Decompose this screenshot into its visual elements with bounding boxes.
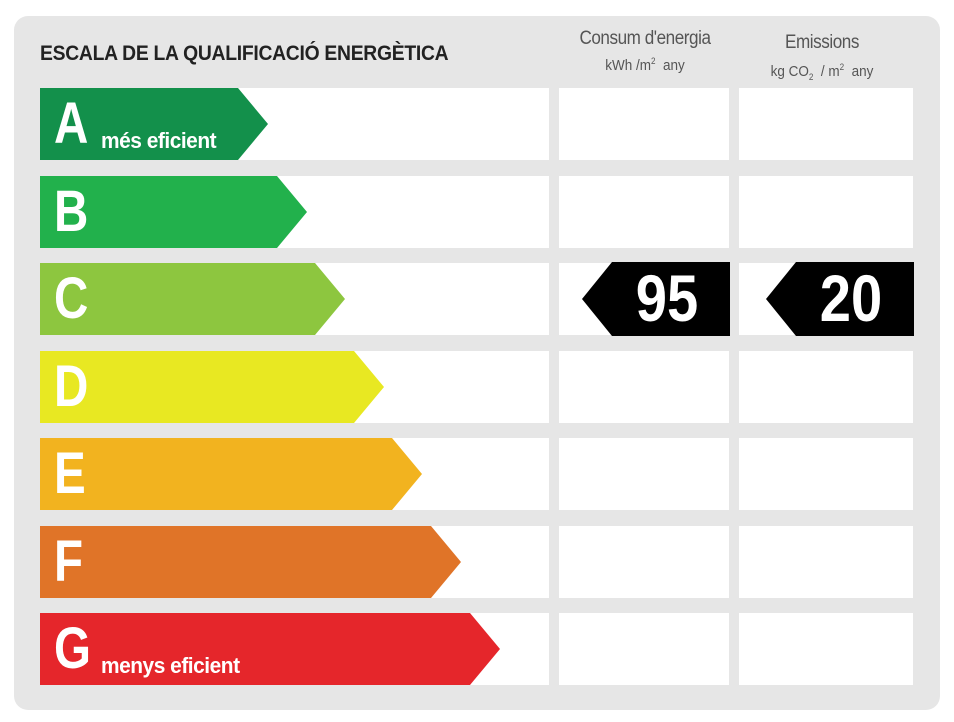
consumption-value: 95: [635, 261, 699, 335]
emissions-marker: [766, 262, 914, 336]
rating-letter-g: G: [54, 616, 92, 681]
emissions-value: 20: [819, 261, 883, 335]
consumption-cell-g: [559, 613, 729, 685]
emissions-cell-a: [739, 88, 913, 160]
rating-arrow-g: [40, 613, 500, 685]
rating-arrow-shape-a: [40, 88, 268, 160]
rating-letter-e: E: [54, 441, 86, 506]
rating-arrow-b: [40, 176, 307, 248]
page-title: ESCALA DE LA QUALIFICACIÓ ENERGÈTICA: [40, 42, 449, 65]
consumption-cell-e: [559, 438, 729, 510]
rating-arrow-shape-g: [40, 613, 500, 685]
rating-arrow-shape-e: [40, 438, 422, 510]
rating-letter-d: D: [54, 354, 89, 419]
rating-arrow-d: [40, 351, 384, 423]
rating-arrow-c: [40, 263, 345, 335]
consumption-column-title: Consum d'energia: [579, 28, 711, 49]
consumption-column-header: Consum d'energia kWh /m2 any: [560, 28, 730, 74]
rating-letter-f: F: [54, 529, 84, 594]
emissions-cell-e: [739, 438, 913, 510]
consumption-cell-b: [559, 176, 729, 248]
emissions-cell-b: [739, 176, 913, 248]
consumption-marker: [582, 262, 730, 336]
rating-arrow-e: [40, 438, 422, 510]
consumption-column-unit: kWh /m2 any: [605, 56, 685, 74]
emissions-cell-f: [739, 526, 913, 598]
rating-arrow-shape-b: [40, 176, 307, 248]
rating-letter-c: C: [54, 266, 89, 331]
rating-description-g: menys eficient: [101, 653, 240, 678]
rating-arrow-shape-f: [40, 526, 461, 598]
emissions-column-header: Emissions kg CO2 / m2 any: [738, 32, 906, 82]
rating-arrow-a: [40, 88, 268, 160]
rating-letter-b: B: [54, 179, 89, 244]
consumption-cell-d: [559, 351, 729, 423]
emissions-column-title: Emissions: [785, 32, 859, 53]
emissions-cell-g: [739, 613, 913, 685]
rating-letter-a: A: [54, 91, 89, 156]
consumption-marker-shape: [582, 262, 730, 336]
emissions-marker-shape: [766, 262, 914, 336]
rating-arrow-shape-d: [40, 351, 384, 423]
emissions-column-unit: kg CO2 / m2 any: [770, 62, 874, 82]
rating-arrow-f: [40, 526, 461, 598]
consumption-cell-f: [559, 526, 729, 598]
consumption-cell-a: [559, 88, 729, 160]
rating-arrow-shape-c: [40, 263, 345, 335]
emissions-cell-d: [739, 351, 913, 423]
rating-description-a: més eficient: [101, 128, 217, 153]
